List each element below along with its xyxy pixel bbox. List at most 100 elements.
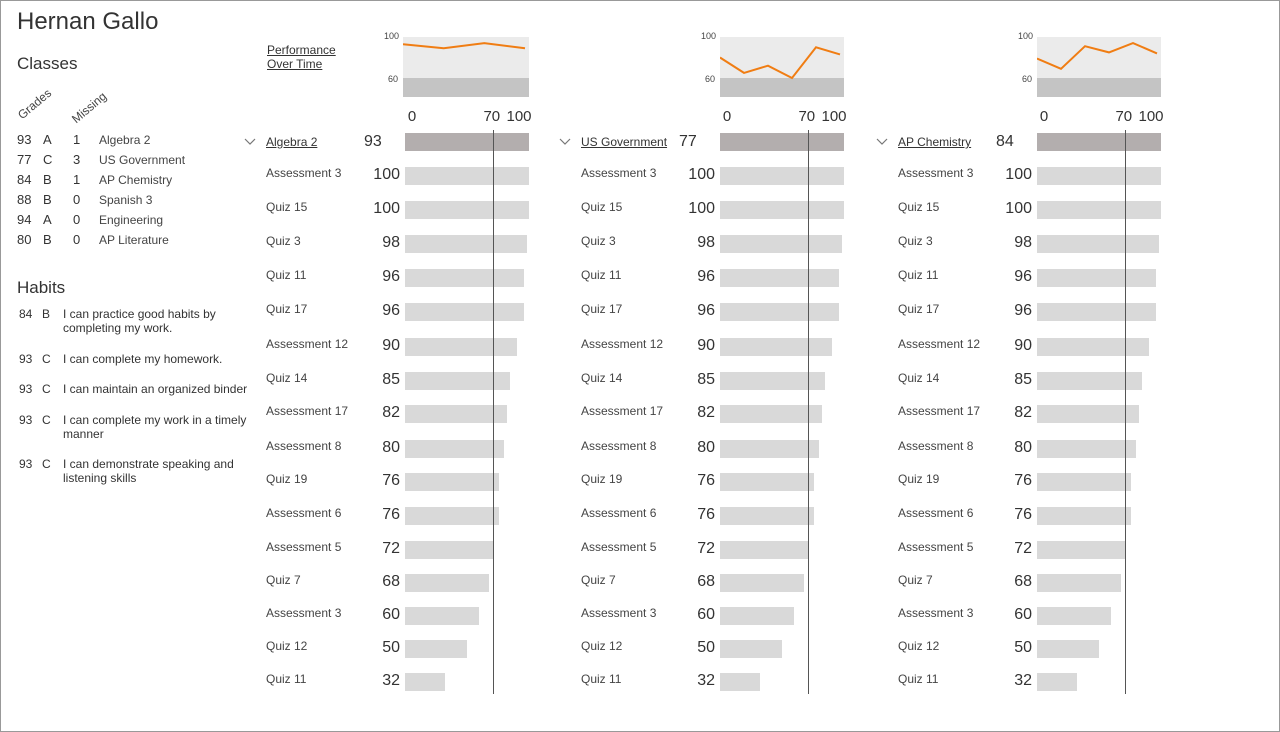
trend-line <box>403 42 526 50</box>
assessment-bar <box>405 303 524 321</box>
class-row: 84 B 1 AP Chemistry <box>17 172 237 190</box>
course-score: 93 <box>364 133 382 150</box>
assessment-name: Quiz 17 <box>898 302 940 316</box>
chevron-down-icon[interactable] <box>559 135 571 149</box>
assessment-score: 100 <box>373 200 400 217</box>
assessment-name: Quiz 11 <box>581 672 622 686</box>
assessment-name: Assessment 12 <box>581 337 664 351</box>
assessment-score: 50 <box>1014 639 1032 656</box>
course-name-link[interactable]: AP Chemistry <box>898 135 972 149</box>
performance-over-time-link[interactable]: Performance Over Time <box>267 43 336 71</box>
assessment-score: 82 <box>697 404 715 421</box>
scale-tick-label: 70 <box>483 108 501 125</box>
assessment-name: Assessment 17 <box>266 404 349 418</box>
assessment-bar <box>720 640 782 658</box>
assessment-name: Assessment 6 <box>581 506 657 520</box>
assessment-name: Quiz 19 <box>581 472 623 486</box>
assessment-name: Quiz 3 <box>898 234 933 248</box>
class-missing: 0 <box>73 212 81 227</box>
assessment-score: 98 <box>697 234 715 251</box>
assessment-bar <box>720 303 839 321</box>
habit-score: 84 <box>19 307 33 321</box>
assessment-name: Quiz 3 <box>266 234 301 248</box>
chevron-down-icon[interactable] <box>244 135 256 149</box>
course-header-bar <box>405 133 529 151</box>
class-row: 80 B 0 AP Literature <box>17 232 237 250</box>
assessment-bar <box>1037 201 1161 219</box>
assessment-score: 80 <box>697 439 715 456</box>
class-score: 88 <box>17 192 32 207</box>
assessment-score: 100 <box>373 166 400 183</box>
assessment-bar <box>1037 405 1139 423</box>
threshold-line <box>1125 130 1126 694</box>
assessment-name: Assessment 3 <box>581 606 657 620</box>
assessment-bar <box>405 574 489 592</box>
class-missing: 1 <box>73 172 81 187</box>
assessment-score: 72 <box>697 540 715 557</box>
habit-text: I can demonstrate speaking and listening… <box>63 457 234 485</box>
threshold-line <box>808 130 809 694</box>
assessment-score: 50 <box>697 639 715 656</box>
assessment-score: 82 <box>382 404 400 421</box>
assessment-name: Quiz 19 <box>898 472 940 486</box>
assessment-name: Assessment 8 <box>266 439 342 453</box>
assessment-name: Quiz 7 <box>898 573 933 587</box>
assessment-name: Assessment 6 <box>898 506 974 520</box>
class-missing: 1 <box>73 132 81 147</box>
assessment-bar <box>720 338 832 356</box>
assessment-name: Quiz 7 <box>581 573 616 587</box>
habit-row: 93 C I can complete my work in a timely ma… <box>19 413 259 443</box>
assessment-bar <box>1037 269 1156 287</box>
assessment-score: 76 <box>697 506 715 523</box>
class-grade: C <box>43 152 53 167</box>
assessment-name: Quiz 19 <box>266 472 308 486</box>
assessment-name: Quiz 17 <box>266 302 308 316</box>
assessment-bar <box>1037 235 1159 253</box>
assessment-name: Quiz 14 <box>898 371 940 385</box>
class-grade: A <box>43 212 52 227</box>
assessment-score: 80 <box>1014 439 1032 456</box>
habit-score: 93 <box>19 352 33 366</box>
assessment-bar <box>405 673 445 691</box>
assessment-name: Assessment 5 <box>266 540 342 554</box>
scale-tick-label: 70 <box>1115 108 1133 125</box>
assessment-name: Assessment 3 <box>898 166 974 180</box>
assessment-score: 96 <box>382 268 400 285</box>
assessment-name: Quiz 3 <box>581 234 616 248</box>
class-score: 94 <box>17 212 32 227</box>
assessment-bar <box>405 473 499 491</box>
spark-axis-top-label: 100 <box>701 31 717 41</box>
assessment-bar <box>405 338 517 356</box>
assessment-name: Quiz 15 <box>898 200 940 214</box>
spark-axis-mid-label: 60 <box>705 74 716 84</box>
threshold-line <box>493 130 494 694</box>
assessment-score: 98 <box>1014 234 1032 251</box>
assessment-name: Quiz 17 <box>581 302 623 316</box>
assessment-score: 100 <box>1005 200 1032 217</box>
assessment-bar <box>720 507 814 525</box>
assessment-bar <box>405 235 527 253</box>
assessment-bar <box>405 507 499 525</box>
class-grade: B <box>43 172 52 187</box>
habit-grade: C <box>42 352 51 366</box>
assessment-score: 90 <box>697 337 715 354</box>
assessment-name: Quiz 11 <box>266 268 307 282</box>
assessment-name: Quiz 14 <box>266 371 308 385</box>
chevron-down-icon[interactable] <box>876 135 888 149</box>
spark-upper-band <box>1037 37 1161 78</box>
habit-text: I can maintain an organized binder <box>63 382 248 396</box>
assessment-name: Assessment 17 <box>581 404 664 418</box>
class-row: 77 C 3 US Government <box>17 152 237 170</box>
assessment-score: 76 <box>382 472 400 489</box>
assessment-name: Assessment 6 <box>266 506 342 520</box>
assessment-bar <box>1037 541 1126 559</box>
spark-lower-band <box>720 78 844 97</box>
assessment-name: Quiz 15 <box>266 200 308 214</box>
class-row: 88 B 0 Spanish 3 <box>17 192 237 210</box>
scale-tick-label: 0 <box>722 108 732 125</box>
course-name-link[interactable]: US Government <box>581 135 668 149</box>
assessment-score: 60 <box>382 606 400 623</box>
class-name: Algebra 2 <box>99 133 151 147</box>
course-name-link[interactable]: Algebra 2 <box>266 135 318 149</box>
class-name: Spanish 3 <box>99 193 153 207</box>
